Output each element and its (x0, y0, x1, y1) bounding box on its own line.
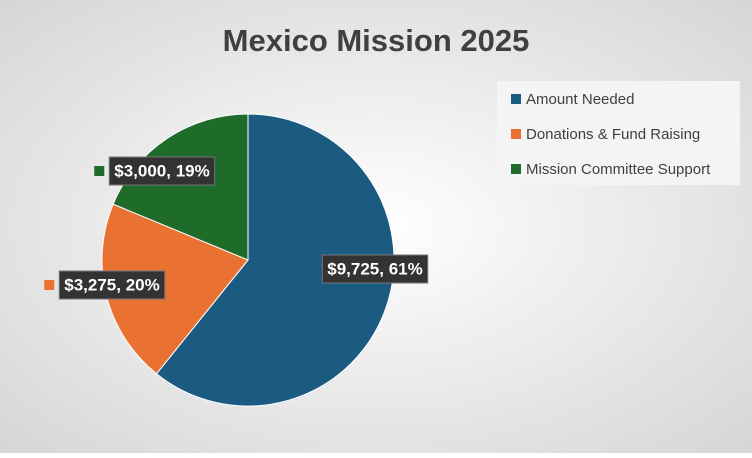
legend-label: Amount Needed (526, 91, 634, 108)
data-label-box (108, 156, 216, 186)
pie-slice (155, 113, 395, 407)
data-label: $9,725, 61% (327, 259, 422, 278)
data-label: $3,275, 20% (64, 275, 159, 294)
data-label: $3,000, 19% (114, 161, 209, 180)
data-label-box (321, 254, 429, 284)
chart-title: Mexico Mission 2025 (223, 23, 530, 58)
legend-box (497, 81, 740, 185)
legend-label: Donations & Fund Raising (526, 126, 700, 143)
data-label-key (44, 280, 55, 290)
data-label-box (58, 270, 166, 300)
legend-key (511, 164, 521, 174)
data-label-key (94, 166, 105, 176)
legend-key (511, 129, 521, 139)
legend-label: Mission Committee Support (526, 161, 711, 178)
pie-slice (112, 113, 249, 261)
legend-key (511, 94, 521, 104)
